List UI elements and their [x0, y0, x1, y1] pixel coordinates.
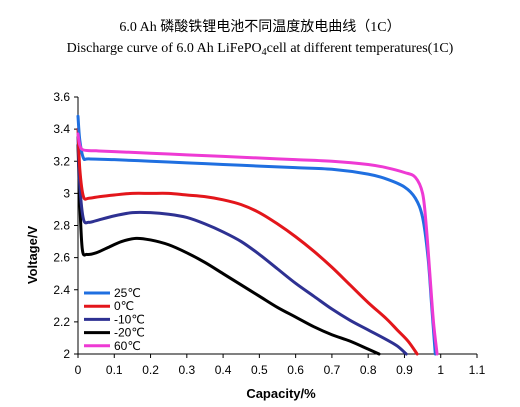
- legend-label: 60℃: [114, 339, 141, 353]
- x-tick-label: 1: [437, 363, 444, 377]
- x-tick-label: 0.8: [360, 363, 377, 377]
- series-line-minus-20: [76, 143, 381, 356]
- series-line-25: [76, 114, 437, 356]
- y-tick-label: 2.4: [53, 283, 70, 297]
- y-tick-label: 3: [63, 186, 70, 200]
- x-tick-label: 0.9: [396, 363, 413, 377]
- y-tick-label: 3.2: [53, 154, 70, 168]
- chart-title: 6.0 Ah 磷酸铁锂电池不同温度放电曲线（1C）: [119, 19, 400, 35]
- chart-subtitle-subscript: 4: [262, 47, 267, 58]
- y-tick-label: 2.6: [53, 251, 70, 265]
- legend-label: -10℃: [114, 312, 145, 326]
- series-line-60: [76, 132, 439, 356]
- legend-label: 0℃: [114, 299, 134, 313]
- legend-label: -20℃: [114, 326, 145, 340]
- y-axis-label: Voltage/V: [25, 226, 40, 285]
- x-tick-label: 1.1: [469, 363, 486, 377]
- x-axis: 0 0.1 0.2 0.3 0.4 0.5 0.6 0.7 0.8 0.9 1 1.1: [75, 354, 486, 377]
- x-tick-label: 0.5: [251, 363, 268, 377]
- x-axis-label: Capacity/%: [246, 386, 316, 401]
- y-axis: 2 2.2 2.4 2.6 2.8 3 3.2 3.4 3.6: [53, 90, 78, 361]
- x-tick-label: 0.6: [287, 363, 304, 377]
- y-tick-label: 3.6: [53, 90, 70, 104]
- chart-subtitle: Discharge curve of 6.0 Ah LiFePO4cell at…: [67, 41, 454, 58]
- series-layer: [76, 114, 439, 356]
- x-tick-label: 0.1: [106, 363, 123, 377]
- series-line-minus-10: [76, 135, 408, 356]
- chart-subtitle-main: Discharge curve of 6.0 Ah LiFePO: [67, 41, 262, 56]
- y-tick-label: 2.8: [53, 219, 70, 233]
- chart-subtitle-rest: cell at different temperatures(1C): [267, 41, 454, 56]
- x-tick-label: 0.3: [178, 363, 195, 377]
- y-tick-label: 2.2: [53, 315, 70, 329]
- x-tick-label: 0: [75, 363, 82, 377]
- y-tick-label: 3.4: [53, 122, 70, 136]
- x-tick-label: 0.7: [324, 363, 341, 377]
- series-line-0: [76, 127, 419, 356]
- x-tick-label: 0.4: [215, 363, 232, 377]
- x-tick-label: 0.2: [142, 363, 159, 377]
- legend: 25℃0℃-10℃-20℃60℃: [84, 286, 145, 353]
- y-tick-label: 2: [63, 347, 70, 361]
- legend-label: 25℃: [114, 286, 141, 300]
